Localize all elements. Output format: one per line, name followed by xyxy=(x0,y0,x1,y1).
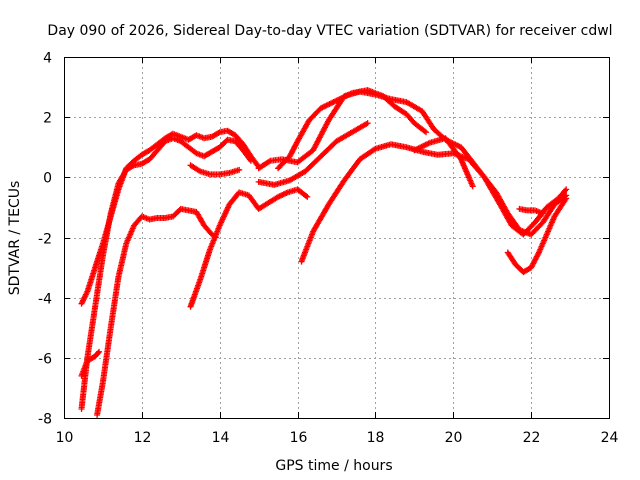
x-tick-label: 24 xyxy=(601,430,619,446)
data-point xyxy=(304,193,311,200)
data-point xyxy=(539,210,546,217)
y-tick-label: 4 xyxy=(43,51,52,67)
series-arc-h xyxy=(255,88,570,238)
x-tick-label: 20 xyxy=(445,430,463,446)
y-tick-labels: -8 -6 -4 -2 0 2 4 xyxy=(38,51,52,428)
y-tick-label: -8 xyxy=(38,412,52,428)
series-arc-j xyxy=(298,141,570,265)
series-arc-f xyxy=(187,162,243,178)
series-arc-i xyxy=(255,120,371,188)
y-tick-label: -2 xyxy=(38,232,52,248)
data-point xyxy=(266,158,273,165)
x-tick-label: 10 xyxy=(56,430,74,446)
x-tick-label: 22 xyxy=(523,430,541,446)
x-axis-label: GPS time / hours xyxy=(275,458,392,474)
data-point xyxy=(562,187,569,194)
data-points xyxy=(78,87,570,418)
series-arc-c xyxy=(94,205,219,418)
series-arc-l xyxy=(504,195,570,276)
data-point xyxy=(96,348,103,355)
data-point xyxy=(215,129,222,136)
data-point xyxy=(421,128,428,135)
y-tick-label: -6 xyxy=(38,352,52,368)
x-tick-labels: 10 12 14 16 18 20 22 24 xyxy=(56,430,619,446)
data-point xyxy=(246,156,253,163)
data-point xyxy=(423,129,430,136)
data-point xyxy=(247,157,254,164)
data-point xyxy=(563,186,570,193)
chart-title: Day 090 of 2026, Sidereal Day-to-day VTE… xyxy=(47,23,612,39)
x-tick-label: 18 xyxy=(367,430,385,446)
data-point xyxy=(364,120,371,127)
data-point xyxy=(236,166,243,173)
y-tick-label: -4 xyxy=(38,292,52,308)
y-tick-label: 2 xyxy=(43,111,52,127)
x-tick-label: 16 xyxy=(290,430,308,446)
grid-lines xyxy=(64,57,609,418)
y-axis-label: SDTVAR / TECUs xyxy=(7,181,23,296)
x-tick-label: 14 xyxy=(212,430,230,446)
series-arc-k xyxy=(411,135,476,190)
data-point xyxy=(95,349,102,356)
data-point xyxy=(303,192,310,199)
plot-frame xyxy=(64,57,610,419)
series-arc-e xyxy=(187,186,311,310)
data-point xyxy=(563,195,570,202)
data-point xyxy=(371,146,378,153)
data-point xyxy=(129,163,136,170)
data-point xyxy=(469,183,476,190)
series-arc-m xyxy=(516,205,546,217)
series-arc-d xyxy=(78,348,103,379)
axis-ticks xyxy=(64,57,610,419)
x-tick-label: 12 xyxy=(134,430,152,446)
y-tick-label: 0 xyxy=(43,171,52,187)
